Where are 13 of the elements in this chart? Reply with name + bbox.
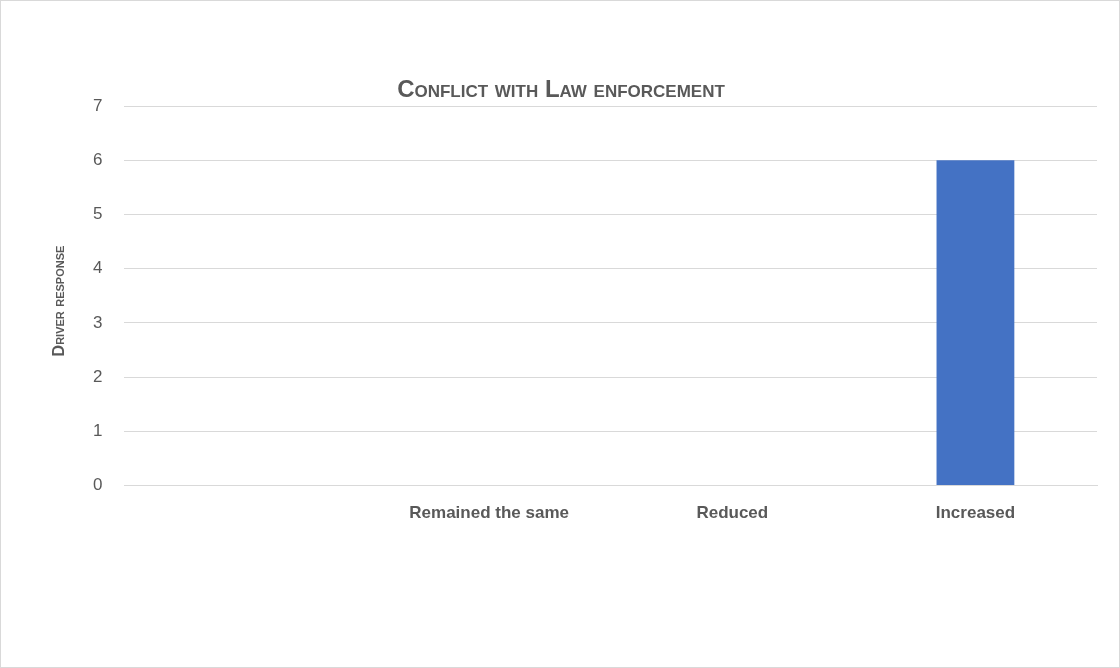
y-tick-label: 7	[92, 95, 103, 115]
y-tick-label: 2	[92, 366, 103, 386]
y-tick-label: 5	[92, 204, 103, 224]
x-tick-label: Remained the same	[409, 503, 569, 523]
y-tick-label: 3	[92, 312, 103, 332]
chart-title: Conflict with Law enforcement	[397, 75, 725, 102]
y-axis-title: Driver response	[50, 245, 68, 357]
y-tick-label: 4	[92, 258, 103, 278]
x-tick-label: Reduced	[696, 503, 769, 523]
y-tick-label: 1	[92, 421, 103, 441]
y-tick-label: 6	[92, 149, 103, 169]
x-tick-label: Increased	[935, 503, 1016, 523]
y-tick-label: 0	[92, 475, 103, 495]
